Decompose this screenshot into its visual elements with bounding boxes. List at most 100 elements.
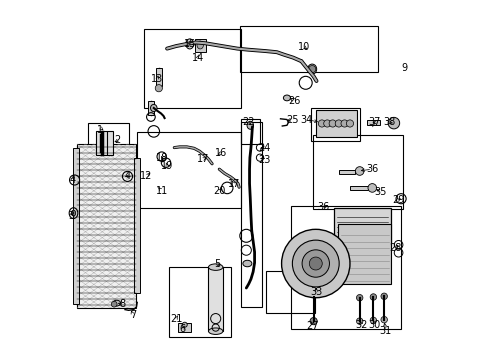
Bar — [73, 148, 79, 304]
Bar — [137, 132, 241, 208]
Text: 31: 31 — [379, 326, 391, 336]
Ellipse shape — [369, 317, 376, 324]
Ellipse shape — [150, 104, 157, 112]
Ellipse shape — [71, 210, 76, 216]
Text: 23: 23 — [258, 155, 270, 165]
Bar — [178, 323, 191, 332]
Text: 37: 37 — [368, 117, 380, 127]
Ellipse shape — [380, 316, 386, 323]
Bar — [312, 135, 402, 209]
Ellipse shape — [335, 120, 342, 127]
Bar — [156, 68, 162, 86]
Text: 38: 38 — [382, 117, 394, 127]
Ellipse shape — [356, 318, 362, 324]
Text: 36: 36 — [366, 164, 378, 174]
Ellipse shape — [387, 117, 399, 129]
Text: 15: 15 — [183, 39, 196, 49]
Ellipse shape — [302, 250, 329, 277]
Ellipse shape — [323, 120, 330, 127]
Ellipse shape — [243, 260, 251, 267]
Bar — [148, 101, 153, 115]
Text: 9: 9 — [401, 63, 407, 73]
Ellipse shape — [355, 167, 363, 175]
Text: 3: 3 — [68, 211, 74, 221]
Text: 1: 1 — [97, 125, 103, 135]
Ellipse shape — [380, 293, 386, 300]
Text: 8: 8 — [119, 299, 125, 309]
Text: 14: 14 — [191, 53, 203, 63]
Ellipse shape — [318, 120, 325, 127]
Ellipse shape — [309, 318, 317, 325]
Ellipse shape — [155, 85, 162, 92]
Ellipse shape — [246, 121, 253, 129]
Bar — [88, 123, 128, 164]
Ellipse shape — [208, 264, 223, 270]
Bar — [338, 170, 355, 174]
Ellipse shape — [367, 184, 376, 192]
Ellipse shape — [182, 322, 187, 327]
Text: 11: 11 — [155, 186, 167, 196]
Bar — [240, 26, 377, 72]
Text: 16: 16 — [215, 148, 227, 158]
Text: 7: 7 — [129, 310, 136, 320]
Ellipse shape — [328, 120, 336, 127]
Text: 34: 34 — [300, 114, 312, 125]
Text: 5: 5 — [214, 258, 220, 269]
Bar — [366, 120, 379, 125]
Bar — [265, 271, 314, 313]
Text: 29: 29 — [391, 195, 404, 205]
Text: 4: 4 — [124, 171, 130, 181]
Text: 26: 26 — [287, 96, 300, 106]
Bar — [96, 131, 113, 155]
Text: 32: 32 — [355, 320, 367, 330]
Bar — [315, 110, 356, 137]
Bar — [144, 29, 241, 108]
Text: 17: 17 — [227, 179, 240, 189]
Ellipse shape — [346, 120, 353, 127]
Text: 21: 21 — [169, 314, 182, 324]
Text: 33: 33 — [310, 287, 322, 297]
Bar — [310, 108, 359, 141]
Ellipse shape — [208, 328, 223, 334]
Text: 4: 4 — [69, 175, 75, 185]
Ellipse shape — [292, 240, 339, 287]
Bar — [168, 267, 230, 337]
Ellipse shape — [356, 294, 362, 301]
Text: 27: 27 — [306, 321, 319, 331]
Ellipse shape — [281, 229, 349, 298]
Ellipse shape — [307, 64, 316, 74]
Text: 17: 17 — [197, 154, 209, 164]
Text: 36: 36 — [316, 202, 328, 212]
Ellipse shape — [113, 300, 121, 306]
Bar — [337, 224, 390, 284]
Text: 13: 13 — [151, 74, 163, 84]
Bar — [241, 122, 261, 307]
Ellipse shape — [308, 66, 315, 73]
Bar — [349, 186, 367, 190]
Ellipse shape — [369, 294, 376, 300]
Text: 2: 2 — [114, 135, 121, 145]
Bar — [208, 267, 223, 331]
Text: 12: 12 — [140, 171, 152, 181]
Ellipse shape — [111, 301, 117, 307]
Bar — [77, 144, 136, 308]
Text: 28: 28 — [388, 243, 400, 253]
Bar — [134, 158, 140, 293]
Text: 25: 25 — [285, 114, 298, 125]
Text: 30: 30 — [368, 320, 380, 330]
Text: 18: 18 — [156, 153, 168, 163]
Text: 10: 10 — [297, 42, 309, 52]
Text: 19: 19 — [161, 161, 173, 171]
Bar — [194, 39, 205, 52]
Ellipse shape — [185, 39, 193, 49]
Ellipse shape — [197, 41, 203, 49]
Text: 24: 24 — [258, 143, 270, 153]
Bar — [333, 208, 390, 246]
Text: 35: 35 — [374, 186, 386, 197]
Ellipse shape — [283, 95, 290, 101]
Text: 20: 20 — [213, 186, 225, 196]
Bar — [290, 206, 400, 329]
Text: 22: 22 — [242, 117, 254, 127]
Bar — [241, 119, 259, 144]
Ellipse shape — [340, 120, 347, 127]
